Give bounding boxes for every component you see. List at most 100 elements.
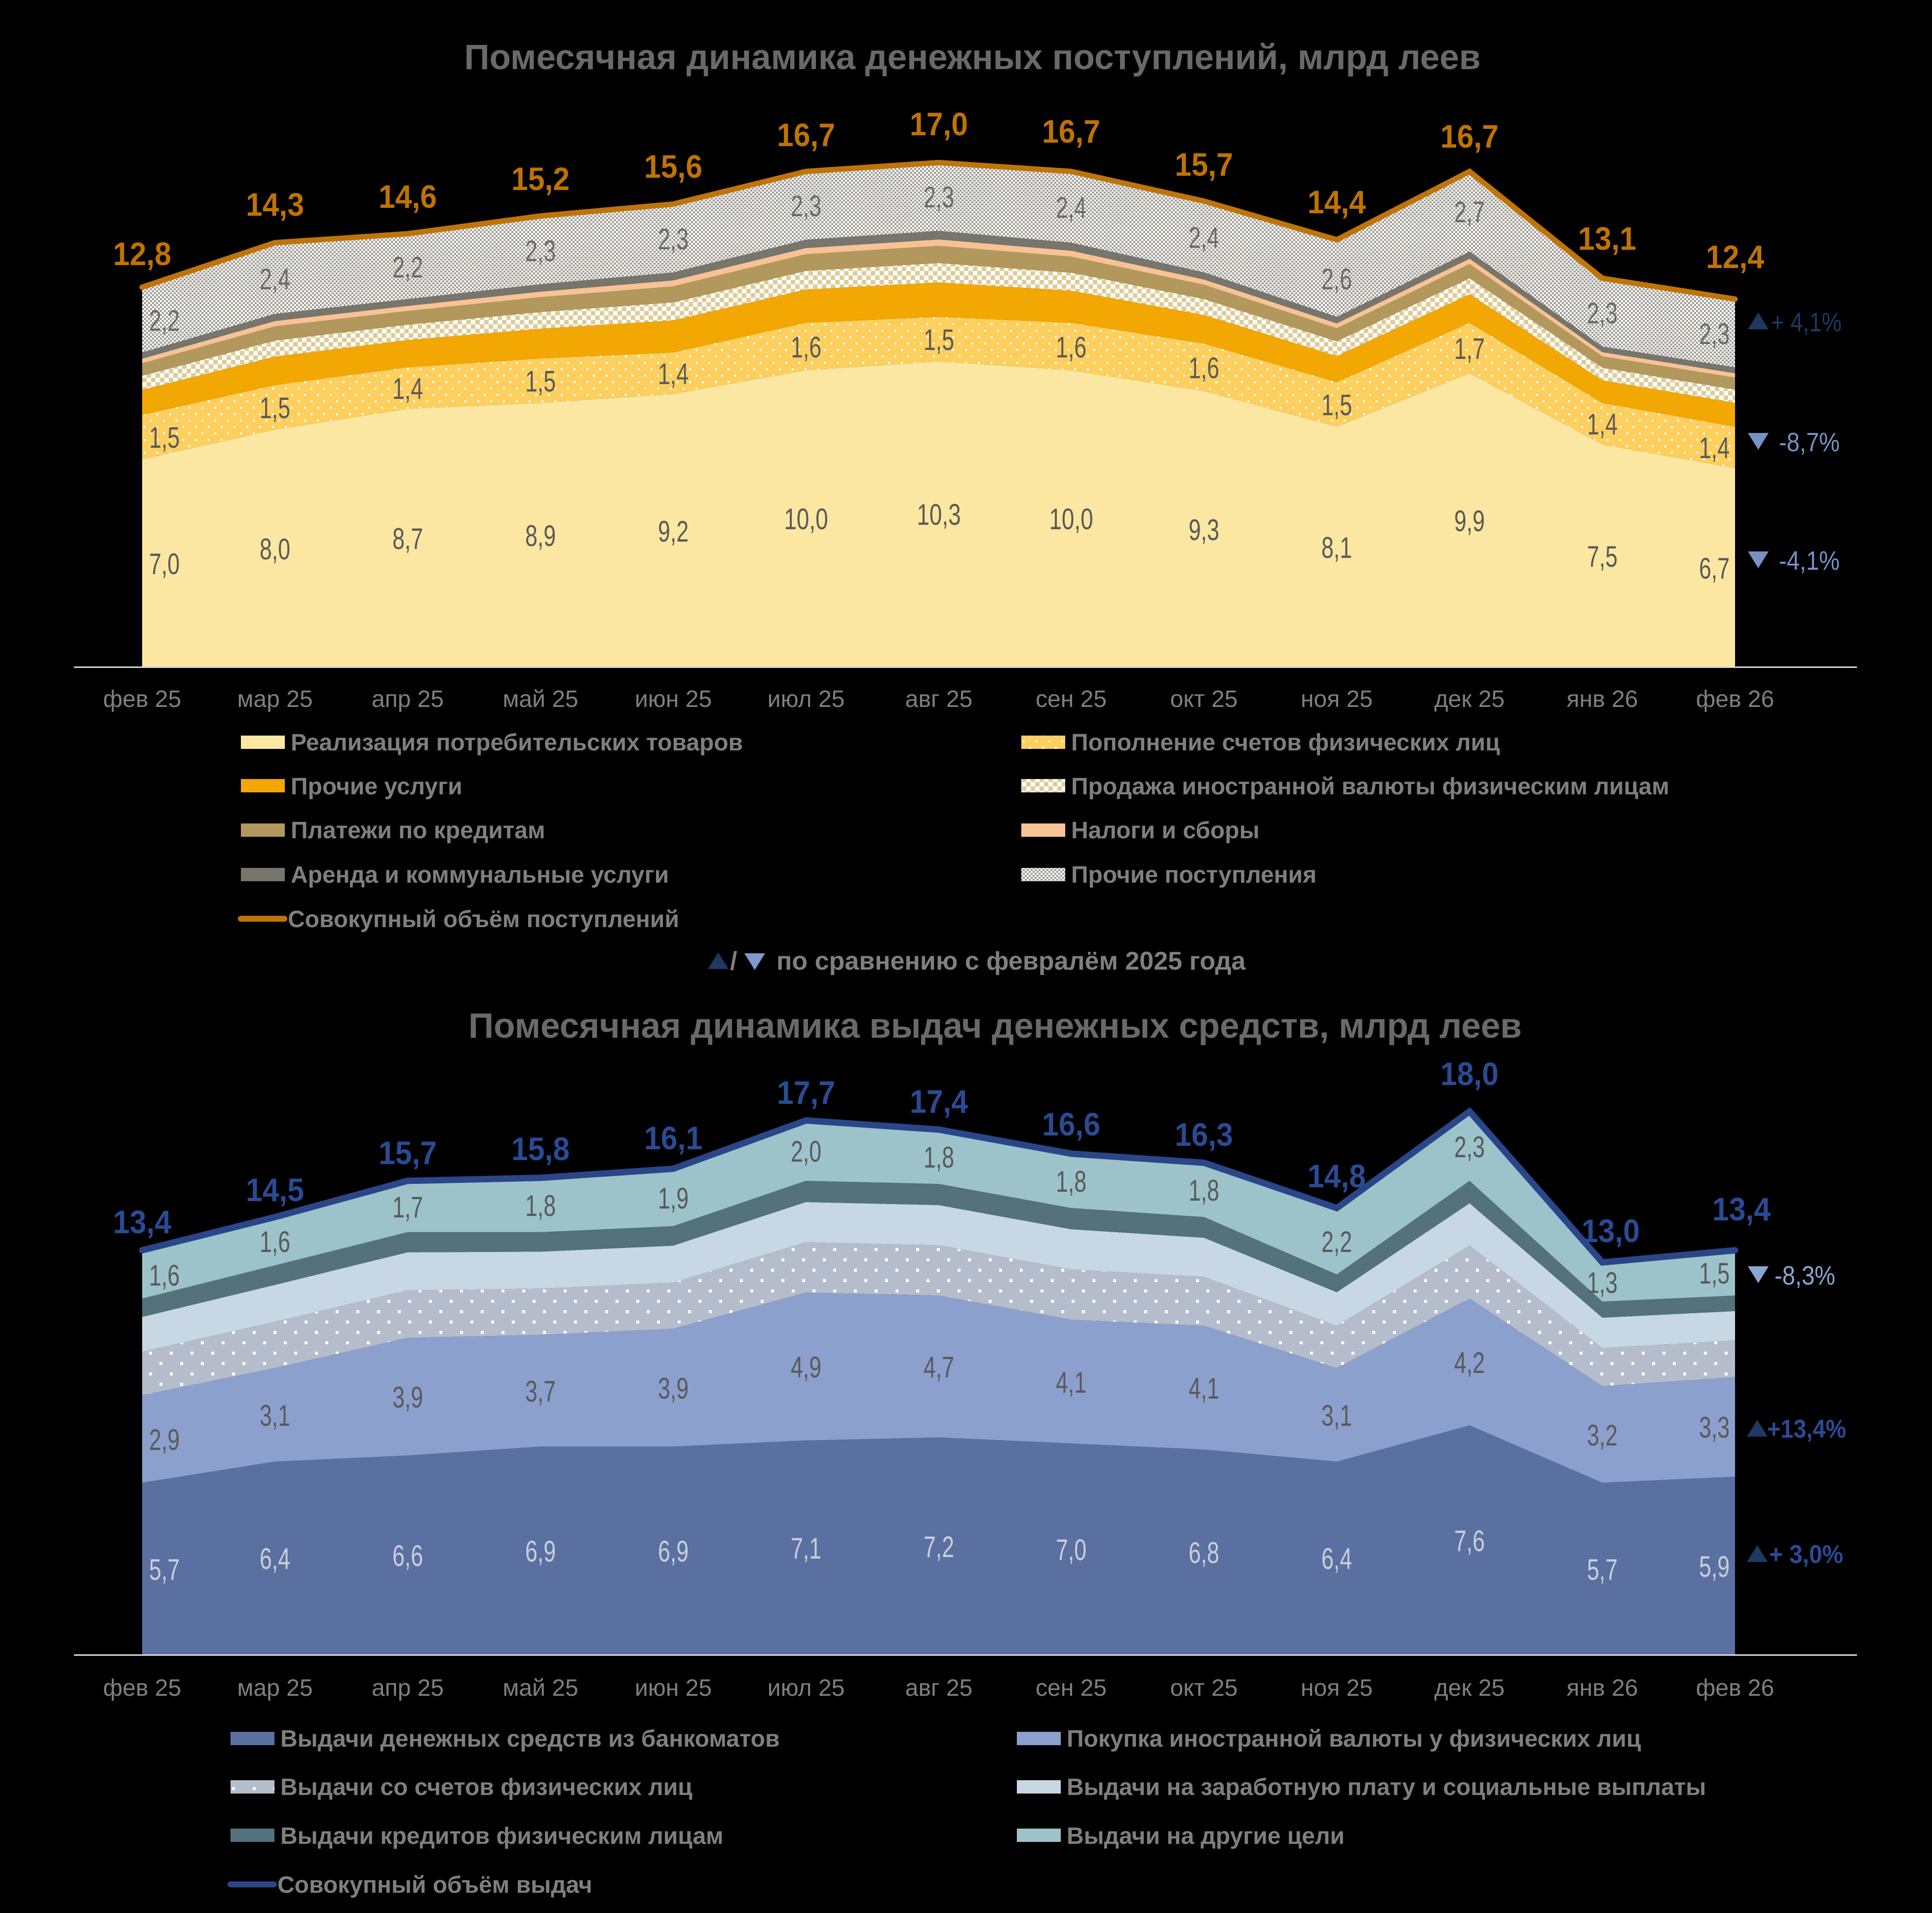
svg-text:9,2: 9,2	[658, 515, 689, 548]
svg-text:1,4: 1,4	[658, 357, 689, 390]
svg-text:дек 25: дек 25	[1434, 1675, 1505, 1701]
svg-text:16,7: 16,7	[1440, 118, 1499, 155]
svg-text:сен 25: сен 25	[1036, 686, 1107, 712]
svg-text:2,3: 2,3	[924, 181, 954, 214]
svg-text:дек 25: дек 25	[1434, 686, 1505, 712]
svg-text:фев 26: фев 26	[1696, 1675, 1774, 1701]
svg-text:4,2: 4,2	[1454, 1346, 1485, 1379]
svg-text:2,2: 2,2	[392, 251, 423, 284]
svg-text:16,3: 16,3	[1175, 1116, 1233, 1153]
svg-text:6,9: 6,9	[525, 1535, 556, 1568]
svg-text:2,3: 2,3	[791, 190, 821, 223]
svg-text:Выдачи кредитов физическим лиц: Выдачи кредитов физическим лицам	[280, 1823, 724, 1849]
svg-text:12,4: 12,4	[1706, 238, 1764, 275]
svg-text:1,8: 1,8	[1189, 1174, 1219, 1207]
svg-text:16,7: 16,7	[1042, 113, 1100, 150]
svg-text:4,1: 4,1	[1189, 1372, 1219, 1405]
svg-text:12,8: 12,8	[113, 235, 171, 272]
svg-text:14,8: 14,8	[1308, 1158, 1366, 1194]
svg-text:7,2: 7,2	[924, 1530, 954, 1563]
svg-text:6,4: 6,4	[260, 1542, 290, 1575]
svg-text:14,6: 14,6	[379, 178, 437, 215]
svg-text:окт 25: окт 25	[1170, 1675, 1238, 1701]
svg-text:7,0: 7,0	[1056, 1533, 1086, 1566]
svg-text:1,7: 1,7	[392, 1191, 423, 1224]
svg-text:3,7: 3,7	[525, 1375, 556, 1408]
svg-text:1,5: 1,5	[1699, 1257, 1730, 1290]
svg-text:2,2: 2,2	[149, 304, 180, 337]
svg-text:авг 25: авг 25	[905, 1675, 972, 1701]
svg-text:1,5: 1,5	[149, 421, 180, 454]
svg-text:1,6: 1,6	[791, 331, 821, 364]
svg-text:4,9: 4,9	[791, 1351, 821, 1384]
svg-text:+13,4%: +13,4%	[1767, 1415, 1846, 1444]
svg-text:фев 25: фев 25	[103, 686, 181, 712]
svg-text:9,3: 9,3	[1189, 513, 1219, 547]
svg-text:июл 25: июл 25	[768, 686, 845, 712]
svg-text:1,8: 1,8	[525, 1189, 556, 1222]
svg-text:18,0: 18,0	[1440, 1055, 1499, 1092]
svg-text:1,4: 1,4	[1699, 431, 1730, 465]
svg-text:14,3: 14,3	[246, 186, 304, 223]
svg-text:Налоги и сборы: Налоги и сборы	[1071, 818, 1260, 844]
svg-text:янв 26: янв 26	[1567, 686, 1638, 712]
svg-text:1,6: 1,6	[260, 1225, 290, 1258]
svg-text:янв 26: янв 26	[1567, 1675, 1638, 1701]
svg-text:мар 25: мар 25	[237, 1675, 312, 1701]
svg-text:по сравнению с февралём 2025 г: по сравнению с февралём 2025 года	[776, 947, 1246, 976]
svg-text:Продажа иностранной валюты физ: Продажа иностранной валюты физическим ли…	[1071, 774, 1669, 800]
svg-text:5,7: 5,7	[149, 1553, 180, 1586]
svg-text:2,3: 2,3	[525, 234, 556, 268]
svg-text:апр 25: апр 25	[372, 1675, 444, 1701]
svg-text:3,1: 3,1	[1321, 1399, 1352, 1432]
svg-text:15,8: 15,8	[511, 1131, 570, 1167]
svg-text:6,6: 6,6	[392, 1539, 423, 1572]
svg-text:авг 25: авг 25	[905, 686, 972, 712]
svg-text:-8,7%: -8,7%	[1779, 428, 1840, 457]
svg-text:Помесячная динамика денежных п: Помесячная динамика денежных поступлений…	[464, 38, 1480, 77]
svg-text:сен 25: сен 25	[1036, 1675, 1107, 1701]
svg-text:2,7: 2,7	[1454, 195, 1485, 229]
svg-text:13,1: 13,1	[1578, 220, 1636, 257]
svg-text:8,9: 8,9	[525, 519, 556, 552]
svg-text:Выдачи со счетов физических ли: Выдачи со счетов физических лиц	[280, 1774, 693, 1800]
svg-text:+ 3,0%: + 3,0%	[1769, 1540, 1843, 1569]
svg-text:10,0: 10,0	[784, 503, 828, 536]
svg-text:13,4: 13,4	[113, 1204, 171, 1240]
svg-text:1,4: 1,4	[1587, 408, 1618, 441]
svg-text:13,4: 13,4	[1712, 1191, 1771, 1227]
svg-text:Пополнение счетов физических л: Пополнение счетов физических лиц	[1071, 730, 1500, 756]
svg-text:Платежи по кредитам: Платежи по кредитам	[291, 818, 545, 844]
svg-text:Прочие услуги: Прочие услуги	[291, 774, 463, 800]
svg-text:1,6: 1,6	[1056, 331, 1086, 364]
svg-text:2,4: 2,4	[260, 263, 290, 296]
svg-text:15,6: 15,6	[644, 148, 702, 185]
svg-text:15,7: 15,7	[1175, 146, 1233, 183]
svg-text:7,6: 7,6	[1454, 1524, 1485, 1558]
svg-text:июн 25: июн 25	[635, 1675, 712, 1701]
svg-text:2,3: 2,3	[1454, 1131, 1485, 1164]
svg-text:10,3: 10,3	[917, 498, 961, 531]
svg-text:8,7: 8,7	[392, 522, 423, 555]
svg-text:июл 25: июл 25	[768, 1675, 845, 1701]
svg-text:7,1: 7,1	[791, 1532, 821, 1565]
svg-text:Совокупный объём выдач: Совокупный объём выдач	[277, 1872, 592, 1898]
svg-text:1,9: 1,9	[658, 1182, 689, 1215]
svg-text:-4,1%: -4,1%	[1779, 546, 1840, 576]
svg-text:3,3: 3,3	[1699, 1411, 1730, 1444]
svg-text:2,9: 2,9	[149, 1423, 180, 1456]
svg-text:Выдачи на другие цели: Выдачи на другие цели	[1067, 1823, 1345, 1849]
svg-text:13,0: 13,0	[1582, 1212, 1640, 1249]
svg-text:Выдачи на заработную плату и с: Выдачи на заработную плату и социальные …	[1067, 1774, 1706, 1800]
svg-text:16,7: 16,7	[777, 117, 835, 153]
svg-text:июн 25: июн 25	[635, 686, 712, 712]
svg-text:1,8: 1,8	[924, 1141, 954, 1174]
svg-text:4,1: 4,1	[1056, 1366, 1086, 1399]
svg-text:8,0: 8,0	[260, 533, 290, 566]
svg-text:фев 25: фев 25	[103, 1675, 181, 1701]
svg-text:17,7: 17,7	[777, 1074, 835, 1111]
svg-text:17,0: 17,0	[910, 106, 968, 142]
svg-text:-8,3%: -8,3%	[1775, 1261, 1835, 1290]
svg-text:фев 26: фев 26	[1696, 686, 1774, 712]
svg-text:3,1: 3,1	[260, 1399, 290, 1432]
